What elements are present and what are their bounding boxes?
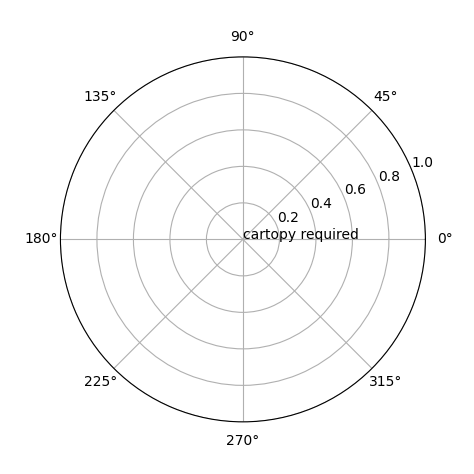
- Text: cartopy required: cartopy required: [243, 228, 359, 242]
